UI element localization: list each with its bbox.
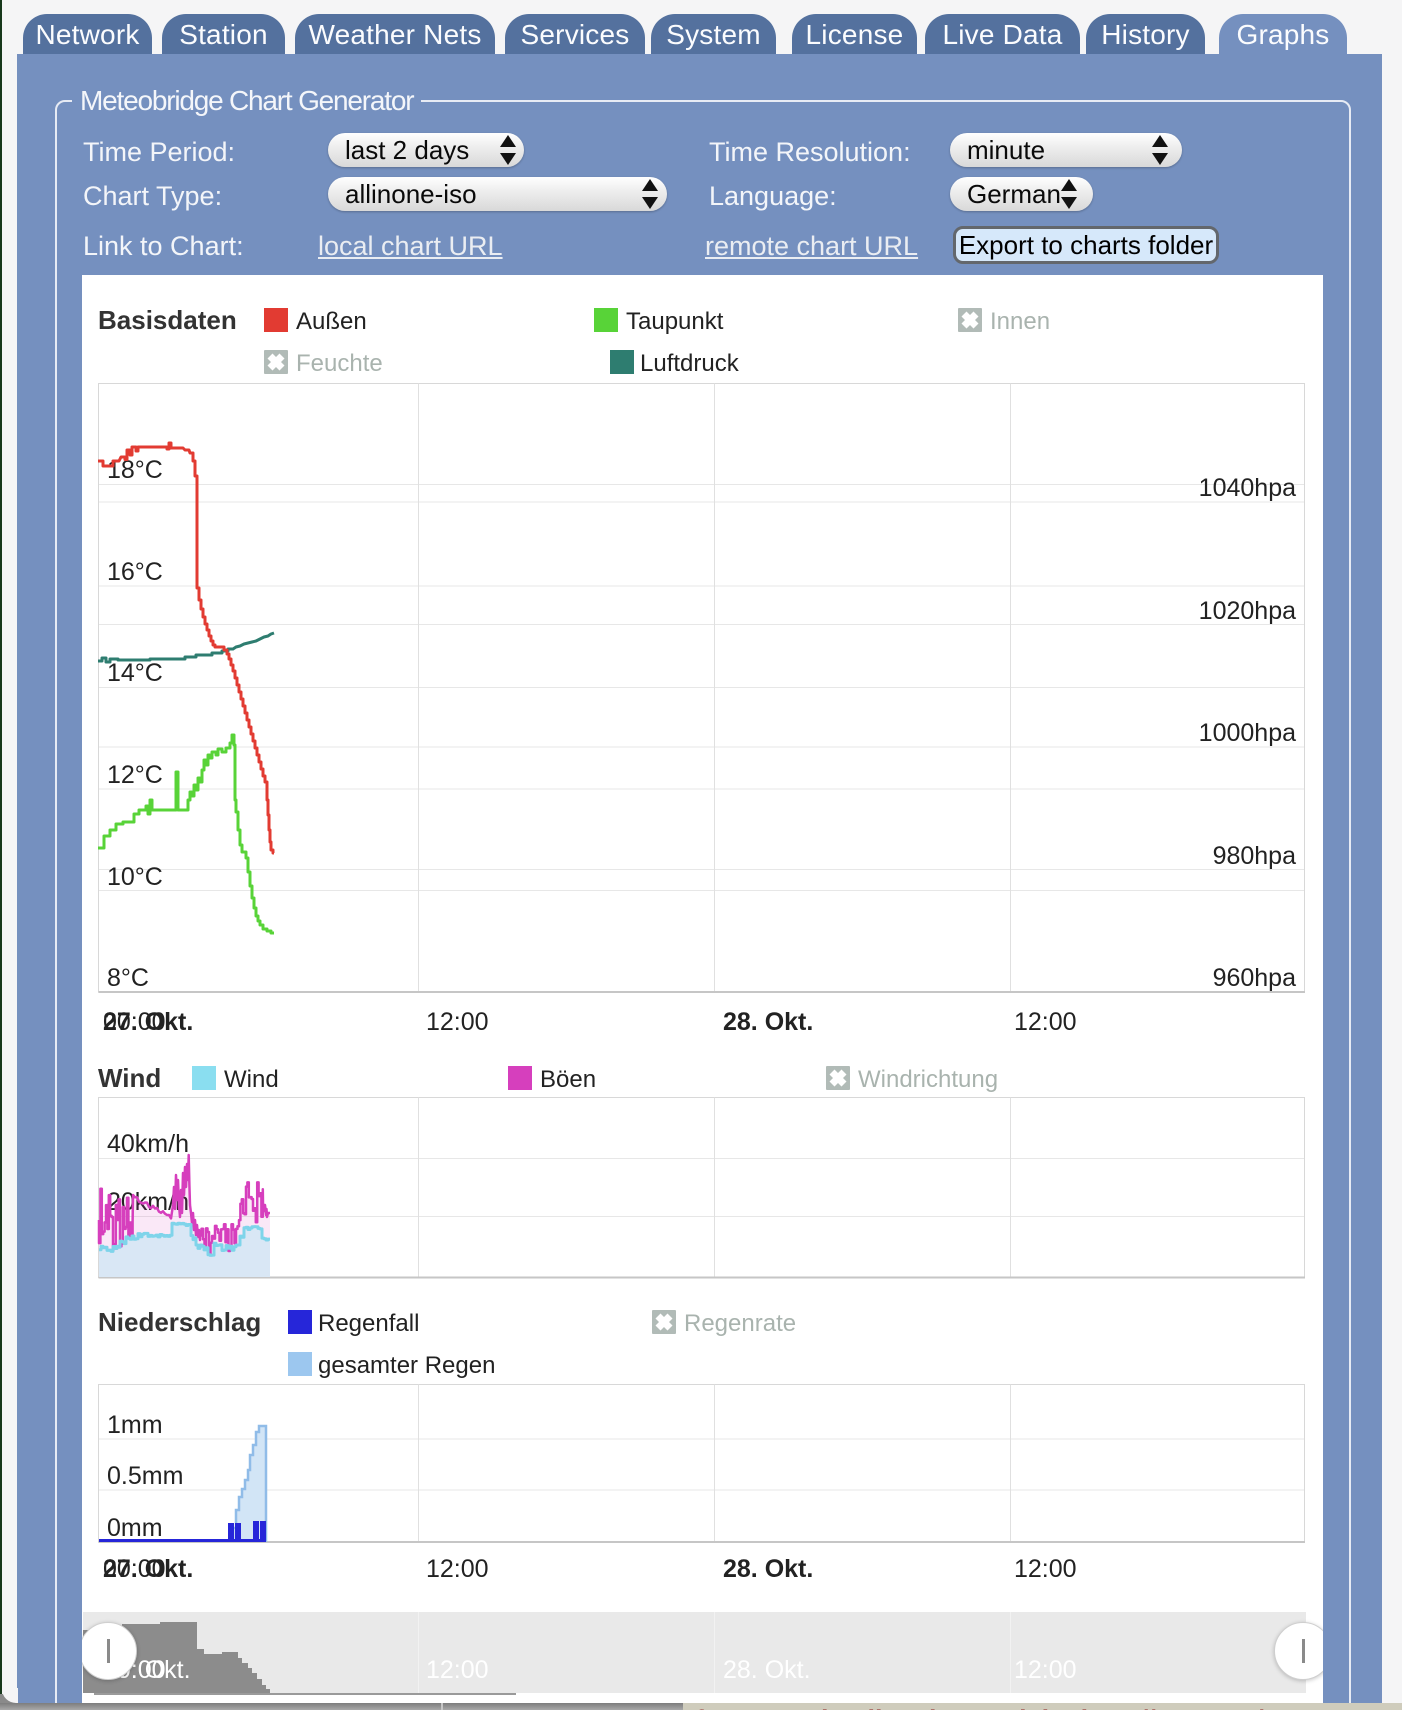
- svg-text:12:00: 12:00: [1014, 1008, 1077, 1036]
- svg-text:12°C: 12°C: [107, 761, 163, 789]
- svg-text:00:00: 00:00: [103, 1555, 166, 1583]
- svg-text:Böen: Böen: [540, 1066, 596, 1093]
- svg-text:1040hpa: 1040hpa: [1199, 474, 1296, 502]
- svg-text:980hpa: 980hpa: [1213, 842, 1297, 870]
- svg-text:gesamter Regen: gesamter Regen: [318, 1352, 495, 1379]
- svg-text:12:00: 12:00: [1014, 1656, 1077, 1684]
- svg-text:10°C: 10°C: [107, 863, 163, 891]
- svg-text:Regenrate: Regenrate: [684, 1310, 796, 1337]
- svg-text:1000hpa: 1000hpa: [1199, 719, 1296, 747]
- svg-text:Feuchte: Feuchte: [296, 350, 383, 377]
- svg-text:0mm: 0mm: [107, 1514, 163, 1542]
- svg-text:28. Okt.: 28. Okt.: [723, 1555, 813, 1583]
- svg-text:Wind: Wind: [224, 1066, 279, 1093]
- svg-text:12:00: 12:00: [426, 1656, 489, 1684]
- svg-text:40km/h: 40km/h: [107, 1130, 189, 1158]
- svg-text:28. Okt.: 28. Okt.: [723, 1656, 811, 1684]
- svg-text:Außen: Außen: [296, 308, 367, 335]
- svg-text:960hpa: 960hpa: [1213, 964, 1297, 992]
- svg-text:27. Okt.: 27. Okt.: [103, 1555, 193, 1583]
- svg-text:8°C: 8°C: [107, 964, 149, 992]
- svg-text:Luftdruck: Luftdruck: [640, 350, 740, 377]
- svg-text:12:00: 12:00: [426, 1008, 489, 1036]
- svg-text:14°C: 14°C: [107, 659, 163, 687]
- svg-text:00:00: 00:00: [103, 1008, 166, 1036]
- svg-text:Wind: Wind: [98, 1063, 161, 1093]
- svg-text:Basisdaten: Basisdaten: [98, 305, 237, 335]
- svg-text:Regenfall: Regenfall: [318, 1310, 419, 1337]
- svg-text:0.5mm: 0.5mm: [107, 1462, 183, 1490]
- svg-text:Windrichtung: Windrichtung: [858, 1066, 998, 1093]
- svg-text:28. Okt.: 28. Okt.: [723, 1008, 813, 1036]
- svg-text:12:00: 12:00: [1014, 1555, 1077, 1583]
- svg-text:16°C: 16°C: [107, 558, 163, 586]
- svg-text:1020hpa: 1020hpa: [1199, 597, 1296, 625]
- svg-text:12:00: 12:00: [426, 1555, 489, 1583]
- svg-text:Innen: Innen: [990, 308, 1050, 335]
- svg-text:Niederschlag: Niederschlag: [98, 1307, 261, 1337]
- svg-text:27. Okt.: 27. Okt.: [103, 1008, 193, 1036]
- svg-text:1mm: 1mm: [107, 1411, 163, 1439]
- svg-text:Taupunkt: Taupunkt: [626, 308, 724, 335]
